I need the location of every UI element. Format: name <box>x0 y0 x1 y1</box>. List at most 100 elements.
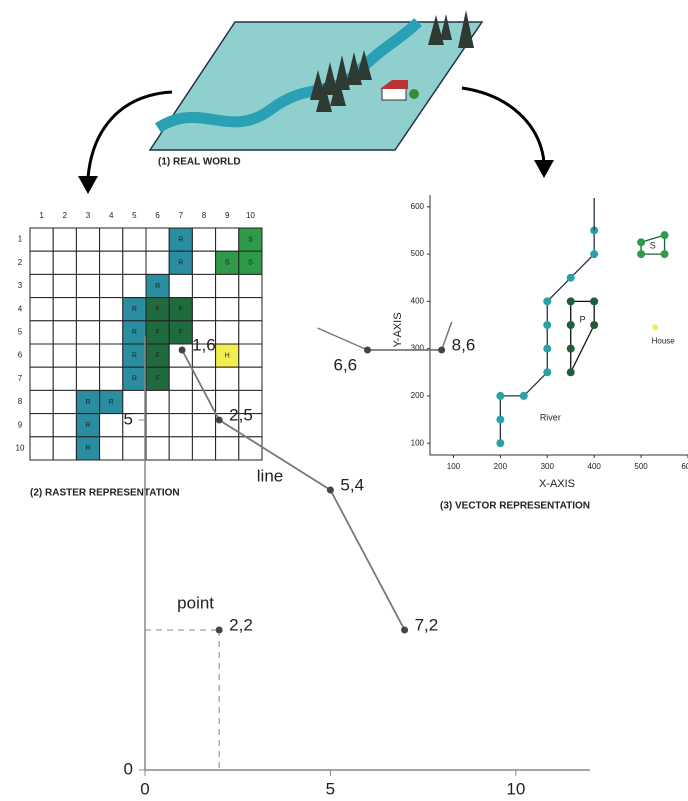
raster-cell <box>29 320 54 345</box>
y-tick-label: 0 <box>124 759 133 778</box>
point-coords: 2,2 <box>229 615 253 634</box>
row-number: 4 <box>18 304 23 313</box>
cell-label: R <box>132 306 137 313</box>
y-tick-label: 200 <box>411 391 425 400</box>
house-label: House <box>652 336 676 345</box>
column-number: 4 <box>109 211 114 220</box>
y-tick-label: 100 <box>411 438 425 447</box>
cell-label: R <box>109 399 114 406</box>
raster-cell <box>99 413 124 438</box>
y-tick-label: 600 <box>411 202 425 211</box>
raster-cell <box>122 227 147 252</box>
raster-cell <box>29 389 54 415</box>
river-vertex <box>496 391 505 400</box>
x-tick-label: 500 <box>634 462 648 471</box>
point-label: point <box>177 593 214 612</box>
raster-cell <box>238 273 263 299</box>
raster-cell <box>75 366 101 391</box>
row-number: 5 <box>18 328 23 337</box>
x-tick-label: 5 <box>326 779 335 798</box>
real-world-label: (1) REAL WORLD <box>158 157 241 168</box>
y-tick-label: 5 <box>124 409 133 428</box>
raster-cell <box>52 227 77 252</box>
raster-cell <box>168 389 193 415</box>
raster-cell <box>238 366 263 391</box>
arrow-right <box>461 86 546 163</box>
vertex <box>215 416 223 424</box>
line-extension <box>317 327 368 351</box>
row-number: 9 <box>18 420 23 429</box>
raster-cell <box>168 436 193 461</box>
row-number: 2 <box>18 258 23 267</box>
raster-cell <box>191 389 217 415</box>
raster-cell <box>29 436 54 461</box>
cell-label: F <box>179 306 183 313</box>
raster-cell <box>168 366 193 391</box>
row-number: 10 <box>16 444 25 453</box>
raster-cell <box>145 227 170 252</box>
raster-cell <box>191 366 217 391</box>
river-label: River <box>540 412 561 422</box>
raster-cell <box>215 227 240 252</box>
arrow-head <box>78 176 98 194</box>
river-vertex <box>519 391 528 400</box>
raster-cell <box>122 250 147 275</box>
line-extension <box>440 321 453 351</box>
real-world-illustration <box>148 10 484 151</box>
raster-cell <box>99 343 124 368</box>
y-axis-label: Y-AXIS <box>392 312 404 347</box>
raster-cell <box>52 343 77 368</box>
x-tick-label: 300 <box>541 462 555 471</box>
raster-cell <box>122 436 147 461</box>
cell-label: H <box>225 352 230 359</box>
raster-cell <box>145 413 170 438</box>
vertex-label: 2,5 <box>229 405 253 424</box>
raster-cell <box>191 250 217 275</box>
raster-cell <box>99 320 124 345</box>
raster-cell <box>99 436 124 461</box>
raster-cell <box>29 227 54 252</box>
arrow-head <box>534 160 554 178</box>
cell-label: F <box>155 376 159 383</box>
forest-label: P <box>579 315 585 325</box>
x-axis-label: X-AXIS <box>539 478 575 490</box>
cell-label: F <box>155 352 159 359</box>
cell-label: F <box>179 329 183 336</box>
cell-label: S <box>225 260 230 267</box>
forest-vertex <box>566 368 575 377</box>
river-vertex <box>543 344 552 353</box>
cell-label: R <box>155 283 160 290</box>
axis-frame <box>429 195 688 456</box>
river-vertex <box>543 321 552 329</box>
raster-cell <box>29 413 54 438</box>
raster-cell <box>75 227 101 252</box>
swamp-vertex <box>637 250 646 259</box>
cell-label: F <box>155 306 159 313</box>
column-number: 3 <box>86 211 91 220</box>
arrows <box>86 86 546 179</box>
swamp-vertex <box>660 250 669 259</box>
cell-label: R <box>85 422 90 429</box>
house-point <box>652 324 659 331</box>
river-vertex <box>496 439 505 448</box>
vertex-label: 1,6 <box>192 335 216 354</box>
raster-cell <box>191 273 217 299</box>
house-roof <box>380 80 408 89</box>
forest-vertex <box>590 297 599 306</box>
line-label: line <box>257 466 283 485</box>
vertex <box>178 346 186 354</box>
column-number: 9 <box>225 211 230 220</box>
trees <box>310 10 474 112</box>
x-tick-label: 0 <box>140 779 149 798</box>
x-tick-label: 400 <box>588 462 602 471</box>
cell-label: R <box>178 236 183 243</box>
raster-cell <box>191 436 217 461</box>
raster-cell <box>191 227 217 252</box>
raster-cell <box>52 273 77 299</box>
raster-cell <box>238 320 263 345</box>
forest-vertex <box>566 344 575 353</box>
raster-cell <box>52 297 77 322</box>
raster-cell <box>122 273 147 299</box>
vertex-label: 8,6 <box>452 335 476 354</box>
row-number: 1 <box>18 235 23 244</box>
